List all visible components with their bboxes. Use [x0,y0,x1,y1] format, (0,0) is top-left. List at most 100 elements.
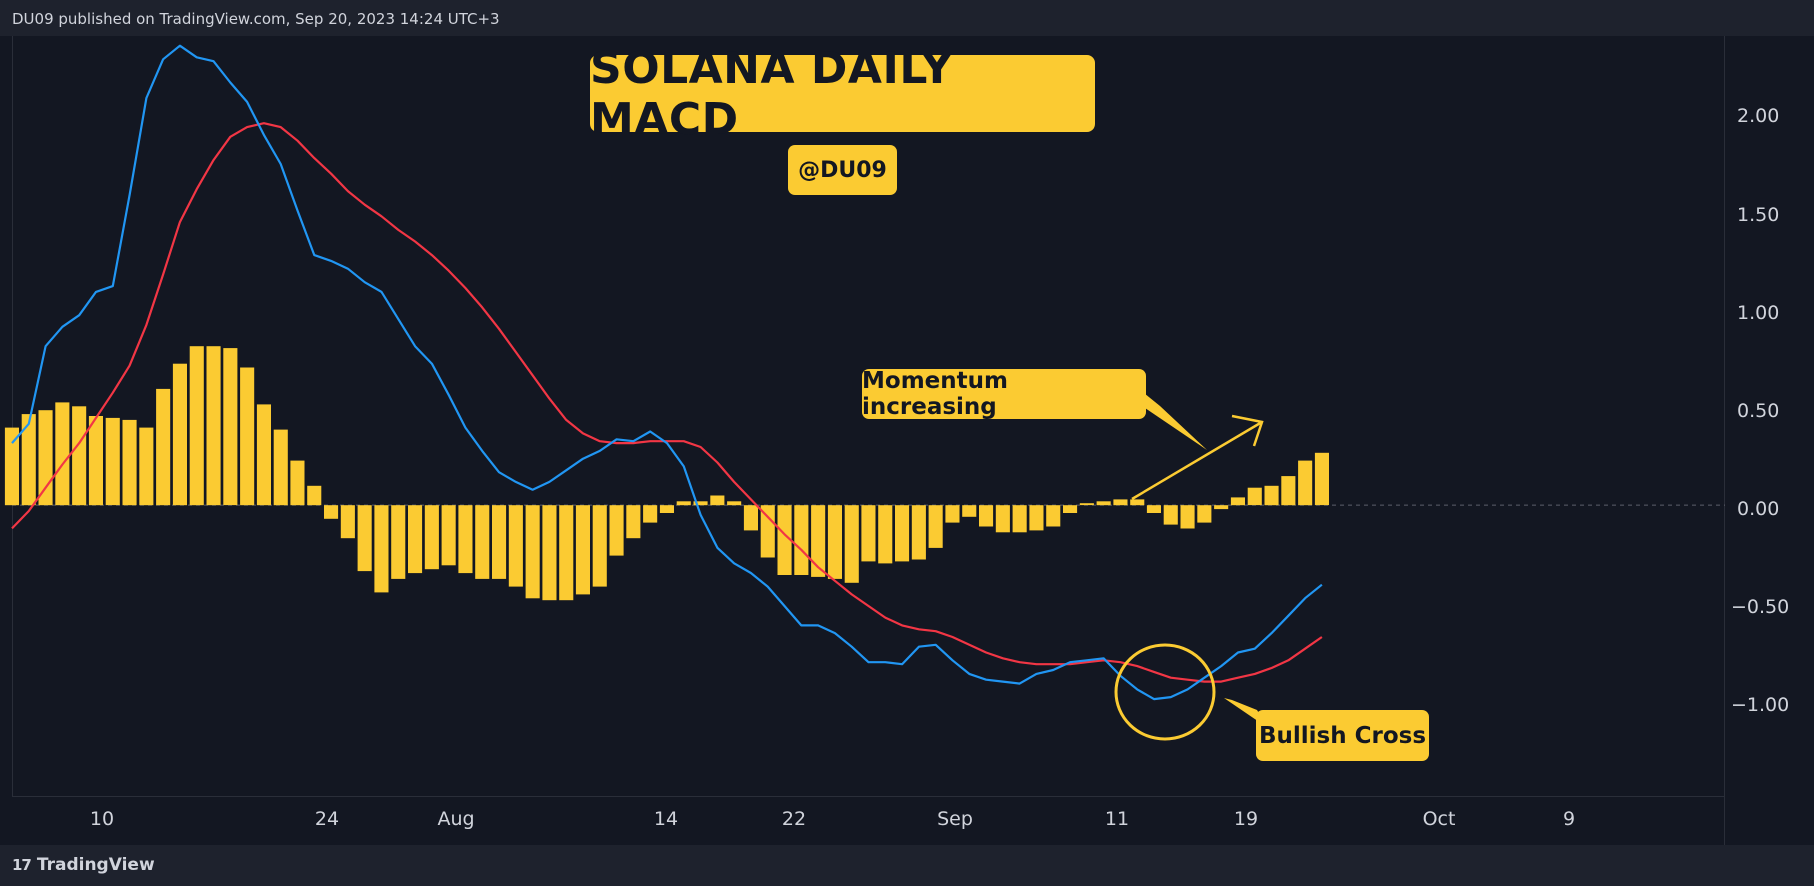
histogram-bar [256,404,271,506]
x-tick-label: 19 [1233,808,1259,830]
histogram-bar [928,505,943,548]
x-tick-label: 11 [1104,808,1130,830]
histogram-bar [1314,452,1329,506]
bullish-cross-circle [1114,643,1216,741]
histogram-bar [1113,499,1128,506]
histogram-bar [811,505,826,577]
histogram-bar [626,505,641,539]
histogram-bar [895,505,910,562]
histogram-bar [324,505,339,519]
x-tick-label: 14 [653,808,679,830]
author-handle-box: @DU09 [788,145,897,195]
published-by-text: DU09 published on TradingView.com, Sep 2… [12,10,500,28]
histogram-bar [1214,505,1229,510]
histogram-bar [995,505,1010,533]
histogram-bar [1012,505,1027,533]
histogram-bar [861,505,876,562]
histogram-bar [156,388,171,506]
x-tick-label: Aug [437,808,475,830]
histogram-bar [844,505,859,583]
tradingview-logo[interactable]: 17 TradingView [12,855,155,875]
y-tick-label: 0.00 [1737,498,1780,520]
histogram-bar [1079,503,1094,506]
histogram-bar [1130,499,1145,506]
histogram-bar [72,406,87,506]
histogram-bar [357,505,372,572]
histogram-bar [979,505,994,527]
x-tick-label: Sep [937,808,973,830]
histogram-bar [827,505,842,579]
histogram-bar [777,505,792,575]
histogram-bar [21,414,36,506]
momentum-callout-pointer [1128,380,1207,450]
histogram-bar [1146,505,1161,513]
histogram-bar [1264,485,1279,506]
histogram-bar [1063,505,1078,513]
histogram-bar [794,505,809,575]
tradingview-mark-icon: 17 [12,856,32,874]
histogram-bar [105,417,120,506]
histogram-bar [408,505,423,574]
y-tick-label: 1.00 [1737,302,1780,324]
histogram-bar [508,505,523,587]
histogram-bar [592,505,607,587]
y-tick-label: 2.00 [1737,105,1780,127]
histogram-bar [609,505,624,556]
histogram-bar [172,363,187,506]
histogram-bar [240,367,255,506]
histogram-bar [727,501,742,506]
histogram-bar [525,505,540,599]
histogram-bar [1247,487,1262,506]
histogram-bar [458,505,473,574]
y-tick-label: −0.50 [1731,596,1790,618]
histogram-bar [290,460,305,506]
x-tick-label: Oct [1422,808,1456,830]
tradingview-brand-text: TradingView [36,855,155,875]
histogram-bar [139,427,154,506]
histogram-bar [1230,497,1245,506]
histogram-bar [676,501,691,506]
histogram-bar [441,505,456,566]
histogram-bar [307,485,322,506]
y-tick-label: −1.00 [1731,694,1790,716]
histogram-bar [492,505,507,579]
bullish-cross-callout-text: Bullish Cross [1258,722,1427,749]
histogram-bar [424,505,439,570]
histogram-bar [88,416,103,506]
y-tick-label: 1.50 [1737,204,1780,226]
macd-line [11,44,1323,701]
histogram-bar [1197,505,1212,523]
chart-pane[interactable] [12,36,1725,796]
time-axis[interactable] [12,796,1725,845]
chart-title-box: SOLANA DAILY MACD [590,43,1095,145]
histogram-bar [962,505,977,517]
histogram-bar [760,505,775,558]
publish-header: DU09 published on TradingView.com, Sep 2… [0,0,1814,36]
x-tick-label: 9 [1562,808,1576,830]
histogram-bar [273,429,288,506]
histogram-bar [1029,505,1044,531]
histogram-bar [643,505,658,523]
histogram-bar [1046,505,1061,527]
histogram-bar [1163,505,1178,525]
histogram-bar [659,505,674,513]
histogram-bar [1281,476,1296,506]
y-tick-label: 0.50 [1737,400,1780,422]
histogram-bar [693,501,708,506]
x-tick-label: 24 [314,808,340,830]
histogram-bar [391,505,406,579]
x-tick-label: 10 [89,808,115,830]
histogram-bar [38,410,53,506]
histogram-bar [55,402,70,506]
histogram-bar [475,505,490,579]
author-handle: @DU09 [798,157,887,183]
histogram-bar [1180,505,1195,529]
histogram-bar [743,505,758,531]
x-tick-label: 22 [781,808,807,830]
histogram-bars [4,346,1329,601]
momentum-callout-text: Momentum increasing [862,368,1008,420]
momentum-arrow [1131,414,1264,501]
histogram-bar [575,505,590,595]
footer-bar [0,845,1814,886]
